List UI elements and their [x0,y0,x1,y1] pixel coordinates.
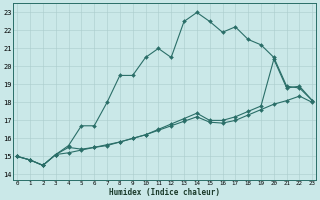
X-axis label: Humidex (Indice chaleur): Humidex (Indice chaleur) [109,188,220,197]
